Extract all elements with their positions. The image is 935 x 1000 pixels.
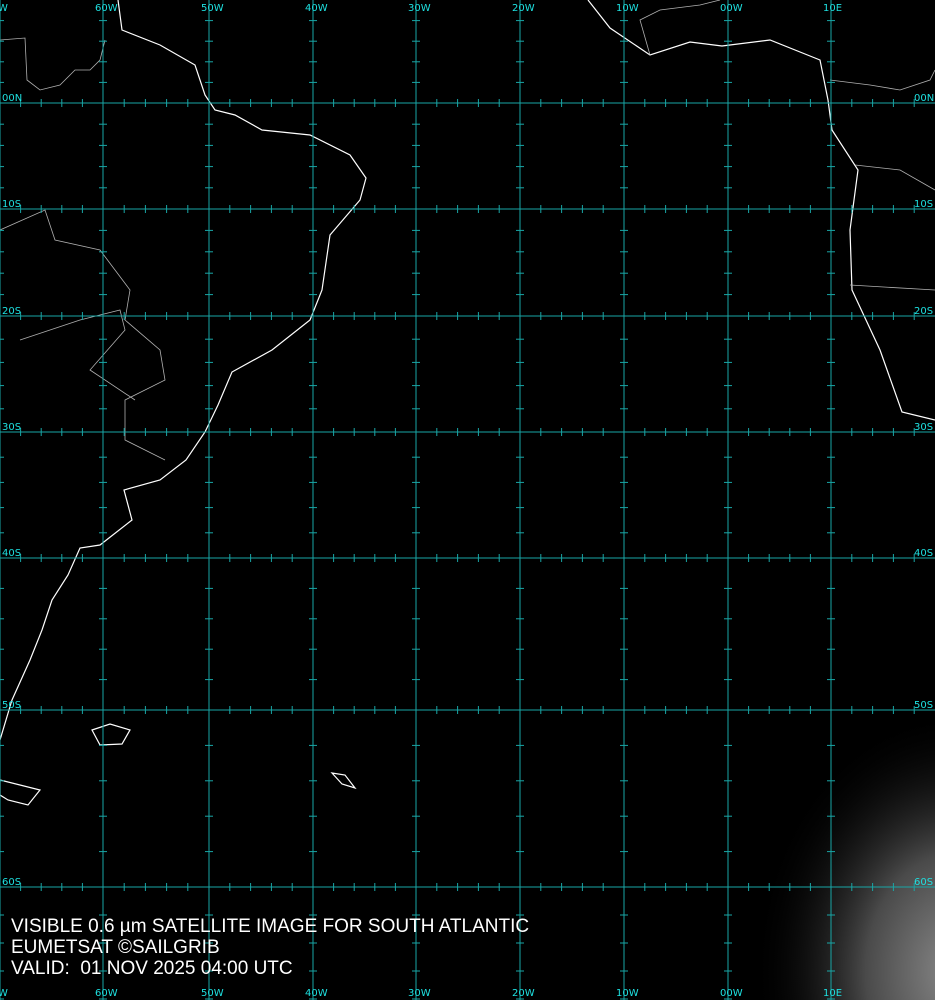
grid-labels: W W 60W 60W 50W 50W 40W 40W 30W 30W 20W 20W 10W 10W 00…: [0, 3, 934, 999]
coastlines: [0, 0, 935, 806]
longitude-label: 60W: [95, 988, 118, 999]
latitude-label: 20S: [2, 306, 21, 317]
latitude-label: 10S: [914, 199, 933, 210]
country-borders: [0, 0, 935, 461]
latitude-label: 50S: [914, 700, 933, 711]
image-caption: VISIBLE 0.6 µm SATELLITE IMAGE FOR SOUTH…: [11, 916, 529, 979]
south-georgia: [330, 772, 357, 790]
latitude-label: 30S: [914, 422, 933, 433]
border-line: [19, 309, 136, 401]
longitude-label: 10W: [616, 988, 639, 999]
border-line: [854, 164, 935, 191]
caption-title: VISIBLE 0.6 µm SATELLITE IMAGE FOR SOUTH…: [11, 916, 530, 937]
longitude-label: 00W: [720, 3, 743, 14]
longitude-label: 10E: [823, 988, 842, 999]
caption-source: EUMETSAT ©SAILGRIB: [11, 937, 220, 958]
longitude-label: 20W: [512, 988, 535, 999]
longitude-label: 40W: [305, 988, 328, 999]
longitude-label: 40W: [305, 3, 328, 14]
caption-valid-time: VALID: 01 NOV 2025 04:00 UTC: [11, 958, 293, 979]
latitude-label: 30S: [2, 422, 21, 433]
border-line: [0, 37, 106, 91]
longitude-label: 10W: [616, 3, 639, 14]
longitude-label: W: [0, 988, 8, 999]
longitude-label: 50W: [201, 3, 224, 14]
longitude-label: 60W: [95, 3, 118, 14]
falkland-islands: [91, 723, 131, 746]
latitude-label: 60S: [2, 877, 21, 888]
latitude-label: 50S: [2, 700, 21, 711]
border-line: [849, 284, 935, 291]
longitude-label: 10E: [823, 3, 842, 14]
longitude-label: 00W: [720, 988, 743, 999]
africa-coastline: [587, 0, 935, 421]
longitude-label: W: [0, 3, 8, 14]
longitude-label: 20W: [512, 3, 535, 14]
latitude-label: 00N: [914, 93, 934, 104]
latitude-label: 00N: [2, 93, 22, 104]
south-america-coastline: [0, 0, 367, 741]
longitude-label: 30W: [408, 988, 431, 999]
latitude-label: 10S: [2, 199, 21, 210]
border-line: [0, 209, 166, 461]
tierra-del-fuego: [0, 779, 42, 806]
latitude-label: 60S: [914, 877, 933, 888]
longitude-label: 50W: [201, 988, 224, 999]
border-line: [829, 69, 935, 91]
latitude-label: 20S: [914, 306, 933, 317]
longitude-label: 30W: [408, 3, 431, 14]
latitude-label: 40S: [2, 548, 21, 559]
border-line: [639, 0, 721, 56]
latitude-label: 40S: [914, 548, 933, 559]
